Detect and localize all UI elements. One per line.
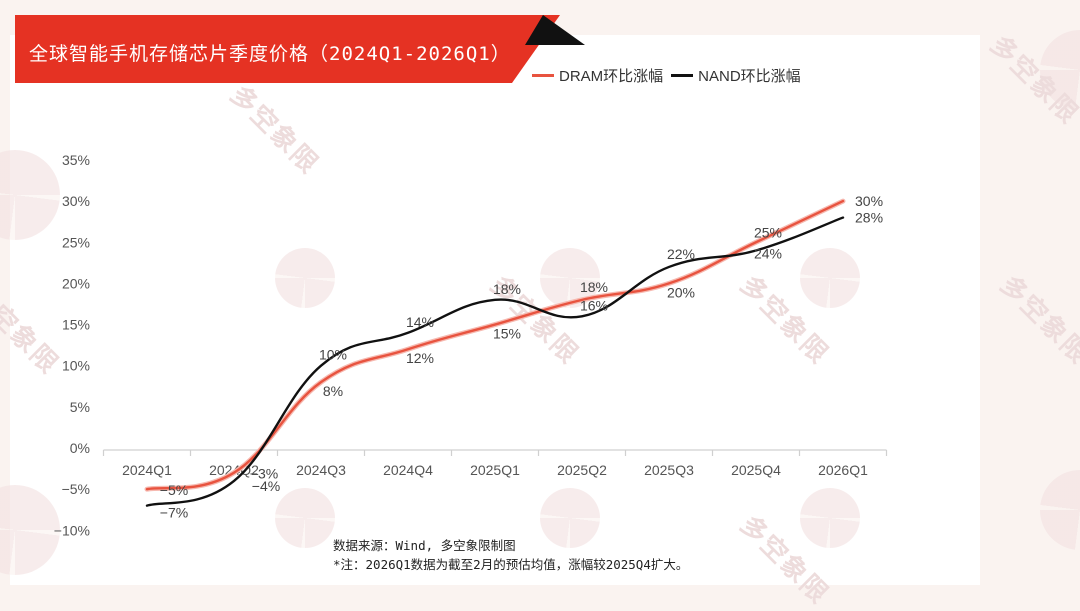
banner-shape [15, 15, 585, 83]
x-tick-label: 2024Q1 [122, 462, 172, 478]
y-tick-label: 10% [62, 358, 90, 374]
y-tick-label: 15% [62, 317, 90, 333]
watermark-logo [800, 488, 860, 548]
dram-data-label: 30% [855, 193, 883, 209]
y-tick-label: 0% [70, 440, 90, 456]
title-banner: 全球智能手机存储芯片季度价格（2024Q1-2026Q1） [15, 15, 595, 83]
dram-data-label: 8% [323, 383, 343, 399]
chart-title: 全球智能手机存储芯片季度价格（2024Q1-2026Q1） [29, 43, 511, 65]
dram-data-label: −3% [250, 466, 278, 482]
dram-data-label: 15% [493, 326, 521, 342]
x-tick-label: 2025Q2 [557, 462, 607, 478]
dram-data-label: −5% [160, 482, 188, 498]
nand-data-label: 24% [754, 245, 782, 261]
watermark-logo [275, 488, 335, 548]
nand-data-label: 10% [319, 347, 347, 363]
dram-line-glow [144, 198, 846, 492]
x-tick-label: 2025Q1 [470, 462, 520, 478]
nand-data-label: −7% [160, 505, 188, 521]
chart-footnote: 数据来源：Wind, 多空象限制图 *注：2026Q1数据为截至2月的预估均值，… [333, 536, 688, 574]
legend-swatch-dram [532, 74, 554, 77]
nand-line [145, 216, 845, 507]
legend-label-dram: DRAM环比涨幅 [559, 68, 664, 85]
y-tick-label: 20% [62, 275, 90, 291]
watermark-logo [275, 248, 335, 308]
chart-series [144, 198, 846, 507]
x-tick-label: 2025Q3 [644, 462, 694, 478]
y-axis: 35% 30% 25% 20% 15% 10% 5% 0% −5% −10% [54, 152, 90, 538]
nand-data-label: 28% [855, 210, 883, 226]
y-tick-label: 30% [62, 193, 90, 209]
legend-swatch-nand [671, 74, 694, 77]
watermark-logo [540, 488, 600, 548]
nand-data-label: 22% [667, 246, 695, 262]
y-tick-label: −10% [54, 522, 90, 538]
chart-note: *注：2026Q1数据为截至2月的预估均值，涨幅较2025Q4扩大。 [333, 557, 689, 572]
x-tick-label: 2025Q4 [731, 462, 781, 478]
legend-label-nand: NAND环比涨幅 [698, 68, 801, 85]
dram-data-label: 18% [580, 279, 608, 295]
y-tick-label: 5% [70, 399, 90, 415]
y-tick-label: 35% [62, 152, 90, 168]
nand-data-label: 16% [580, 297, 608, 313]
nand-data-label: 14% [406, 314, 434, 330]
nand-data-label: −4% [252, 478, 280, 494]
nand-data-label: 18% [493, 281, 521, 297]
dram-data-label: 12% [406, 350, 434, 366]
legend-item-dram[interactable]: DRAM环比涨幅 [532, 65, 663, 86]
x-tick-label: 2026Q1 [818, 462, 868, 478]
x-tick-label: 2024Q4 [383, 462, 433, 478]
data-labels: −5% −3% 8% 12% 15% 18% 20% 25% 30% −7% −4% 10% 14% 18… [160, 193, 883, 521]
chart-legend: DRAM环比涨幅 NAND环比涨幅 [532, 65, 809, 86]
dram-data-label: 20% [667, 284, 695, 300]
y-tick-label: 25% [62, 234, 90, 250]
y-tick-label: −5% [62, 481, 90, 497]
x-tick-label: 2024Q3 [296, 462, 346, 478]
dram-line [145, 199, 845, 491]
dram-data-label: 25% [754, 224, 782, 240]
watermark-logo [800, 248, 860, 308]
legend-item-nand[interactable]: NAND环比涨幅 [671, 65, 801, 86]
x-axis: 2024Q1 2024Q2 2024Q3 2024Q4 2025Q1 2025Q2 2025… [102, 449, 888, 478]
data-source: 数据来源：Wind, 多空象限制图 [333, 538, 516, 553]
